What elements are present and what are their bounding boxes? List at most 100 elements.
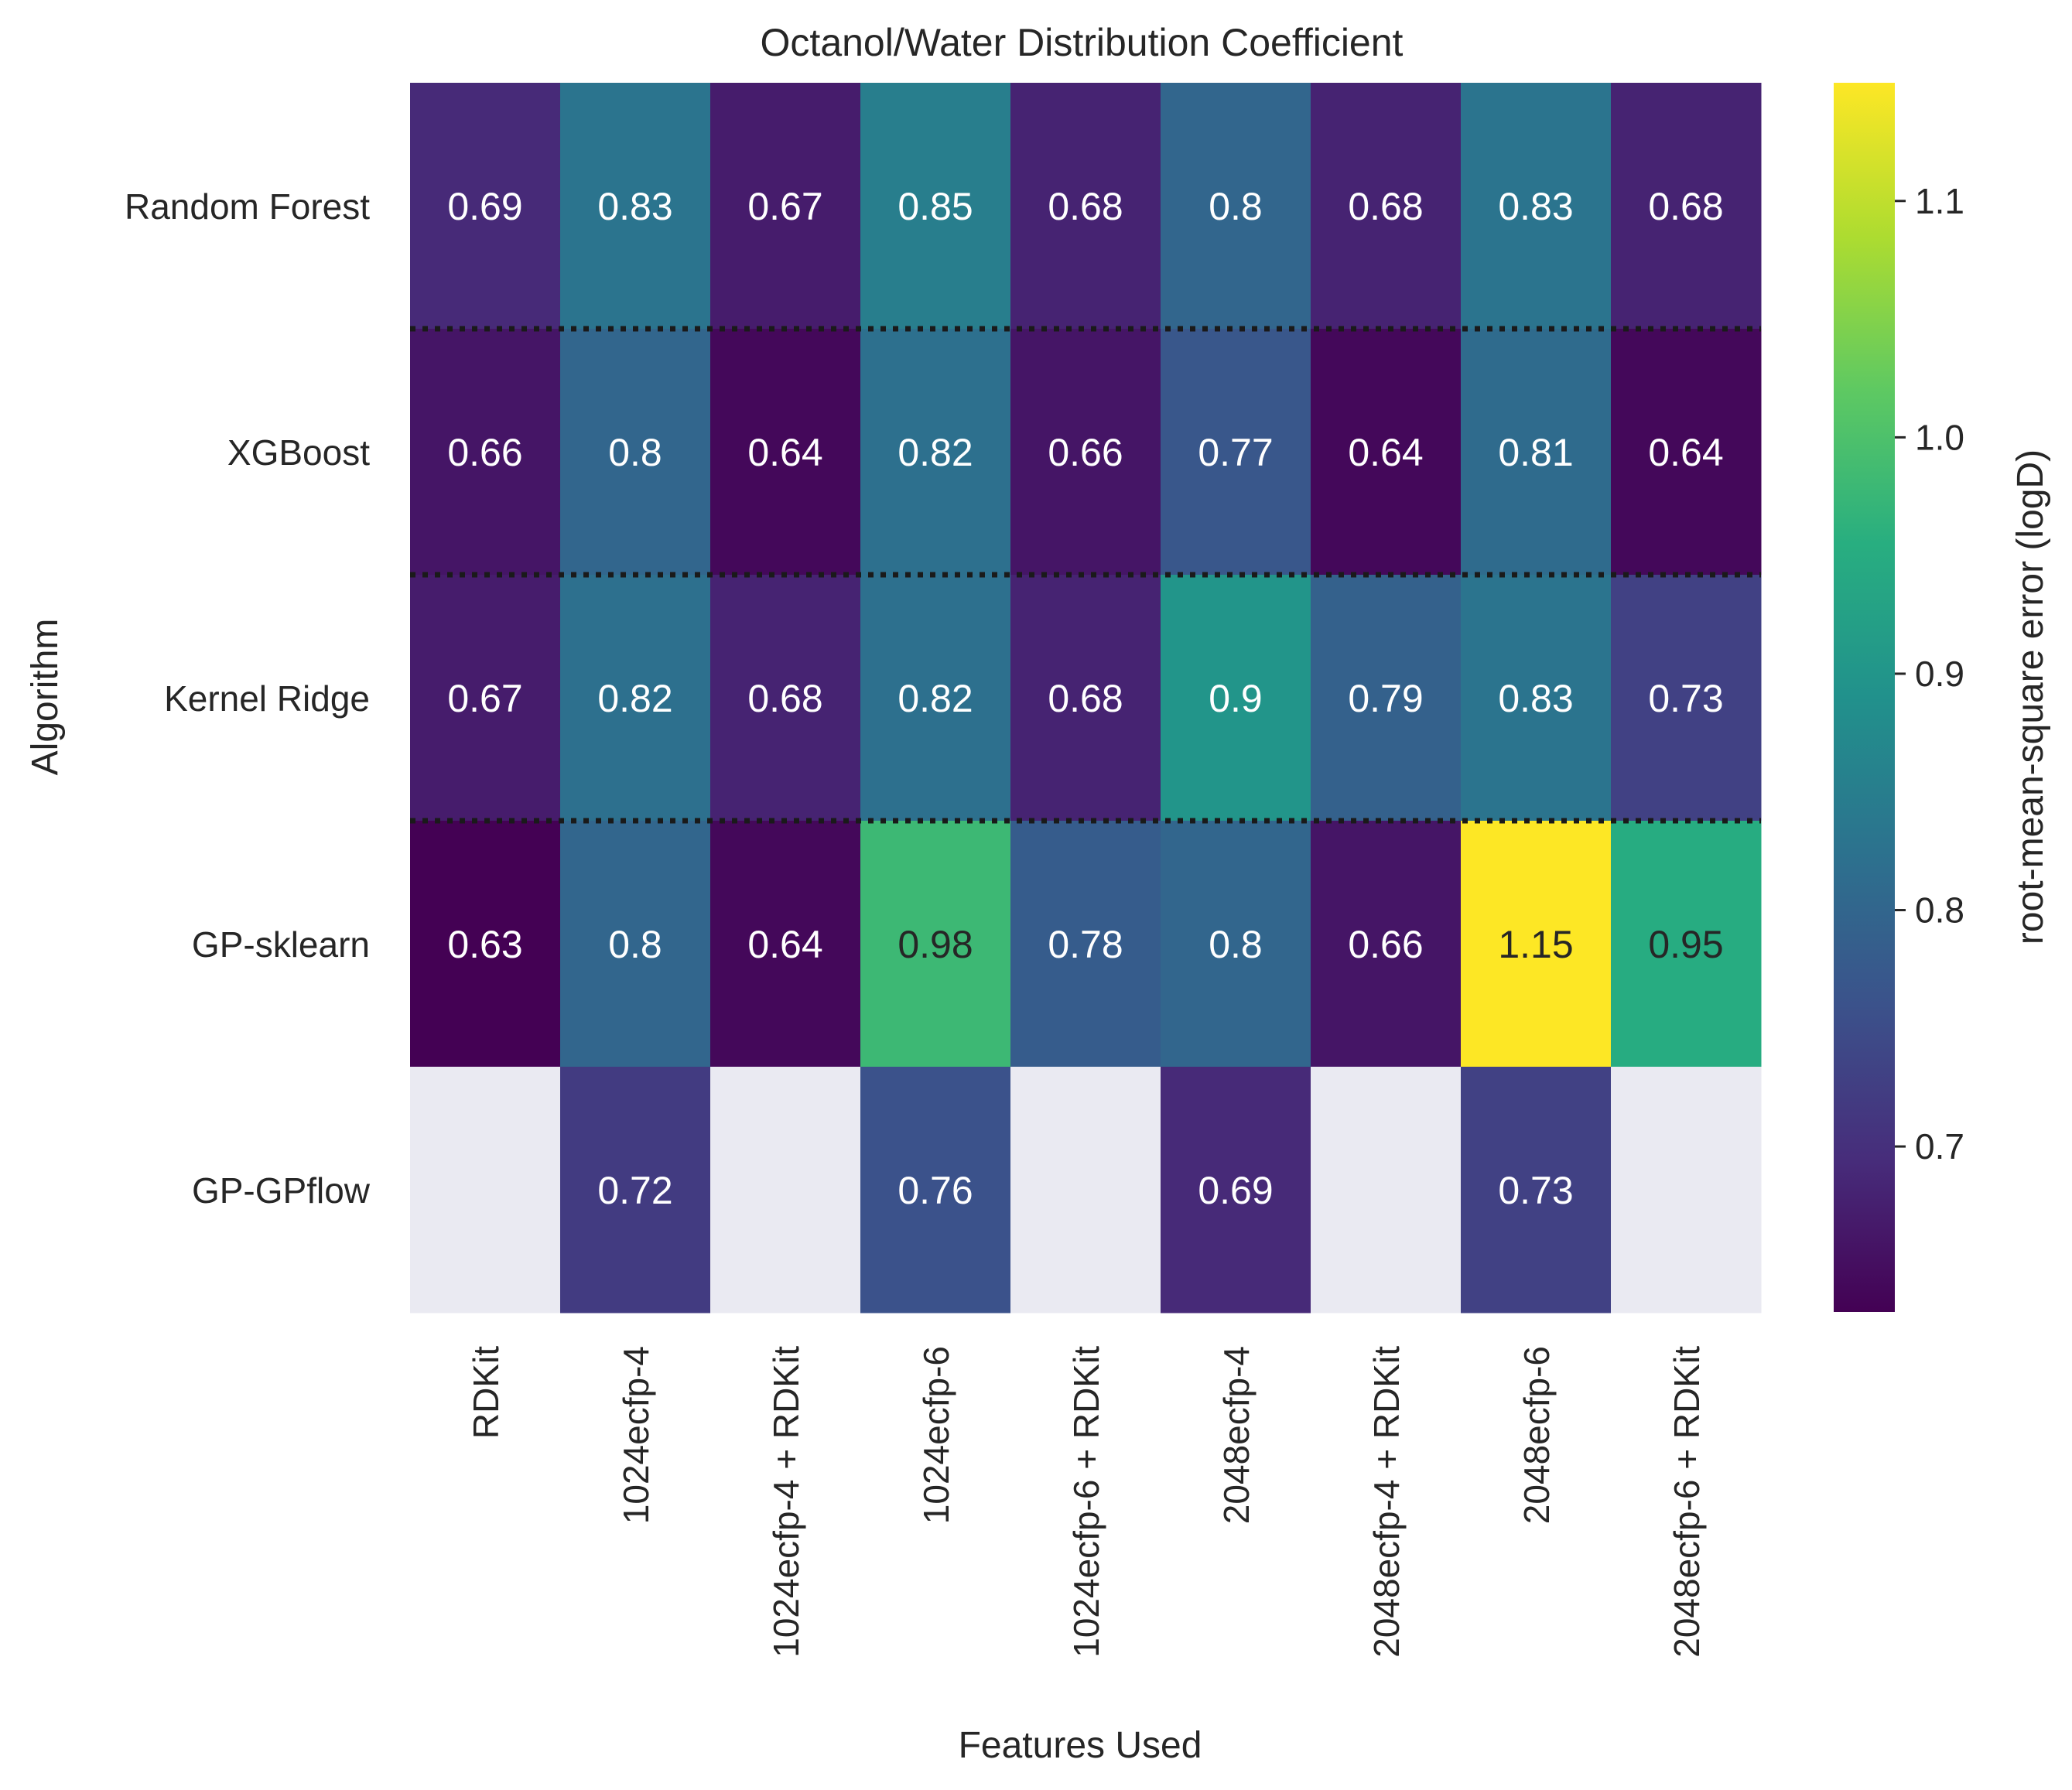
x-tick-label-rdkit: RDKit bbox=[466, 1346, 506, 1439]
heatmap-cell-missing bbox=[410, 1067, 561, 1313]
heatmap-cell bbox=[1161, 83, 1311, 330]
cell-value-label: 0.67 bbox=[447, 677, 522, 720]
cell-value-label: 0.8 bbox=[608, 923, 662, 966]
colorbar-ticks: 0.7 0.8 0.9 1.0 1.1 bbox=[1895, 181, 1964, 1167]
heatmap-cell bbox=[1161, 821, 1311, 1068]
cell-value-label: 0.77 bbox=[1198, 431, 1273, 474]
cell-value-label: 0.66 bbox=[447, 431, 522, 474]
cell-value-label: 0.64 bbox=[747, 923, 822, 966]
heatmap-cell bbox=[1611, 821, 1762, 1068]
y-tick-label-gp-sklearn: GP-sklearn bbox=[192, 924, 370, 965]
x-tick-label-1024ecfp-6-rdkit: 1024ecfp-6 + RDKit bbox=[1066, 1346, 1106, 1658]
heatmap-cell-missing bbox=[1311, 1067, 1462, 1313]
heatmap-cell bbox=[560, 329, 711, 576]
heatmap-cell bbox=[710, 575, 861, 822]
cell-value-label: 0.72 bbox=[597, 1169, 672, 1212]
heatmap-cell bbox=[410, 575, 561, 822]
colorbar-tick-label: 0.9 bbox=[1915, 654, 1964, 694]
x-tick-label-1024ecfp-4-rdkit: 1024ecfp-4 + RDKit bbox=[766, 1346, 806, 1658]
cell-value-label: 0.69 bbox=[447, 185, 522, 228]
heatmap-cell-missing bbox=[1010, 1067, 1161, 1313]
cell-value-label: 0.68 bbox=[747, 677, 822, 720]
cell-value-label: 0.68 bbox=[1048, 677, 1123, 720]
heatmap-cell bbox=[1010, 821, 1161, 1068]
heatmap-cell bbox=[410, 821, 561, 1068]
cell-value-label: 0.67 bbox=[747, 185, 822, 228]
cell-value-label: 0.66 bbox=[1348, 923, 1423, 966]
colorbar-tick-label: 0.7 bbox=[1915, 1126, 1964, 1167]
heatmap-cell bbox=[860, 821, 1011, 1068]
x-tick-label-2048ecfp-4: 2048ecfp-4 bbox=[1216, 1346, 1257, 1524]
heatmap-cell-missing bbox=[710, 1067, 861, 1313]
cell-value-label: 0.82 bbox=[898, 677, 973, 720]
cell-value-label: 0.85 bbox=[898, 185, 973, 228]
row-separators bbox=[410, 326, 1761, 824]
cell-value-label: 0.64 bbox=[1348, 431, 1423, 474]
cell-value-label: 0.9 bbox=[1209, 677, 1263, 720]
heatmap-cell bbox=[1010, 83, 1161, 330]
colorbar-tick-label: 1.0 bbox=[1915, 417, 1964, 457]
heatmap-cell-missing bbox=[1611, 1067, 1762, 1313]
cell-value-label: 0.64 bbox=[747, 431, 822, 474]
cell-value-label: 0.8 bbox=[1209, 185, 1263, 228]
colorbar-tick-label: 0.8 bbox=[1915, 890, 1964, 931]
cell-value-label: 0.69 bbox=[1198, 1169, 1273, 1212]
cell-value-label: 0.79 bbox=[1348, 677, 1423, 720]
x-tick-label-1024ecfp-6: 1024ecfp-6 bbox=[916, 1346, 956, 1524]
y-axis-label: Algorithm bbox=[25, 619, 66, 776]
cell-value-label: 0.76 bbox=[898, 1169, 973, 1212]
heatmap-cell bbox=[860, 329, 1011, 576]
heatmap-cell bbox=[1311, 575, 1462, 822]
cell-value-label: 0.73 bbox=[1498, 1169, 1573, 1212]
cell-value-label: 0.81 bbox=[1498, 431, 1573, 474]
y-tick-label-random-forest: Random Forest bbox=[125, 186, 370, 227]
y-tick-label-kernel-ridge: Kernel Ridge bbox=[164, 678, 370, 719]
heatmap-cell bbox=[1311, 329, 1462, 576]
heatmap-cell bbox=[410, 329, 561, 576]
cell-value-label: 0.68 bbox=[1048, 185, 1123, 228]
heatmap-cell bbox=[1461, 821, 1612, 1068]
heatmap-cell bbox=[560, 821, 711, 1068]
heatmap-cell bbox=[1461, 329, 1612, 576]
cell-value-label: 0.73 bbox=[1648, 677, 1723, 720]
y-tick-labels: Random Forest XGBoost Kernel Ridge GP-sklea… bbox=[125, 186, 371, 1211]
heatmap-cell bbox=[1461, 83, 1612, 330]
cell-value-label: 0.8 bbox=[608, 431, 662, 474]
heatmap-cell bbox=[1311, 821, 1462, 1068]
heatmap-cell bbox=[1611, 83, 1762, 330]
heatmap-cell bbox=[1010, 575, 1161, 822]
cell-value-label: 0.8 bbox=[1209, 923, 1263, 966]
cell-value-label: 0.83 bbox=[597, 185, 672, 228]
cell-value-label: 0.78 bbox=[1048, 923, 1123, 966]
cell-value-label: 0.68 bbox=[1348, 185, 1423, 228]
cell-value-label: 0.82 bbox=[898, 431, 973, 474]
heatmap-cell bbox=[410, 83, 561, 330]
cell-value-label: 0.63 bbox=[447, 923, 522, 966]
cell-value-label: 0.68 bbox=[1648, 185, 1723, 228]
cell-value-label: 0.98 bbox=[898, 923, 973, 966]
heatmap-cell bbox=[710, 83, 861, 330]
heatmap-cell bbox=[860, 1067, 1011, 1313]
heatmap-cell bbox=[1010, 329, 1161, 576]
cell-value-label: 0.64 bbox=[1648, 431, 1723, 474]
cell-value-label: 1.15 bbox=[1498, 923, 1573, 966]
heatmap-cell bbox=[1611, 329, 1762, 576]
x-axis-label: Features Used bbox=[959, 1725, 1202, 1766]
cell-value-label: 0.82 bbox=[597, 677, 672, 720]
heatmap-cell bbox=[1311, 83, 1462, 330]
colorbar-label: root-mean-square error (logD) bbox=[2010, 449, 2051, 945]
heatmap-cell bbox=[710, 329, 861, 576]
colorbar bbox=[1834, 83, 1895, 1312]
x-tick-label-2048ecfp-6-rdkit: 2048ecfp-6 + RDKit bbox=[1667, 1346, 1707, 1658]
heatmap-cell bbox=[1611, 575, 1762, 822]
heatmap-cell bbox=[560, 1067, 711, 1313]
cell-value-label: 0.95 bbox=[1648, 923, 1723, 966]
heatmap-cells bbox=[410, 83, 1762, 1313]
x-tick-label-2048ecfp-6: 2048ecfp-6 bbox=[1516, 1346, 1557, 1524]
heatmap-cell bbox=[1461, 1067, 1612, 1313]
heatmap-cell bbox=[1161, 575, 1311, 822]
y-tick-label-xgboost: XGBoost bbox=[227, 432, 370, 473]
y-tick-label-gp-gpflow: GP-GPflow bbox=[192, 1170, 371, 1211]
heatmap-cell bbox=[560, 575, 711, 822]
